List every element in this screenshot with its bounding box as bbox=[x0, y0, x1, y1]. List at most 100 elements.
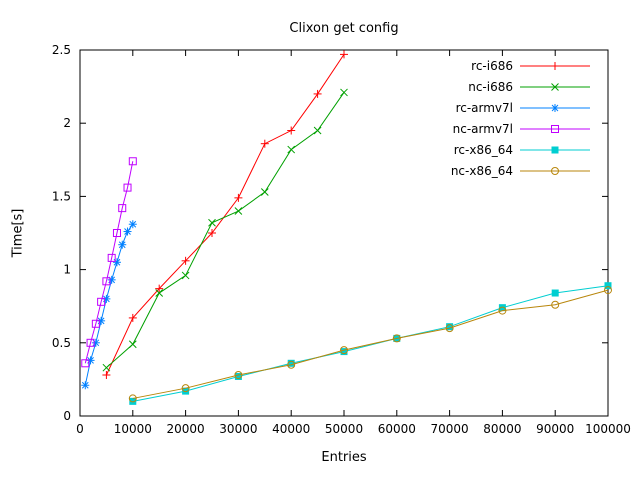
marker-circle-open bbox=[604, 286, 612, 295]
x-axis-label: Entries bbox=[321, 450, 367, 465]
marker-square-open bbox=[97, 297, 106, 306]
marker-cross bbox=[181, 271, 190, 280]
series-nc-i686 bbox=[102, 88, 348, 372]
legend-entry-nc-armv7l: nc-armv7l bbox=[453, 122, 590, 136]
y-axis-label: Time[s] bbox=[10, 208, 26, 258]
marker-square-open bbox=[123, 183, 132, 192]
marker-plus bbox=[260, 139, 269, 148]
plot-border bbox=[79, 49, 609, 417]
series-rc-i686 bbox=[102, 50, 348, 380]
legend-label: nc-x86_64 bbox=[451, 164, 513, 178]
marker-cross bbox=[128, 340, 137, 349]
y-tick-label: 2 bbox=[63, 116, 71, 130]
marker-asterisk bbox=[123, 227, 132, 236]
legend-label: rc-x86_64 bbox=[454, 143, 513, 157]
marker-circle-open bbox=[392, 334, 401, 343]
marker-square-filled bbox=[446, 323, 454, 331]
marker-asterisk bbox=[551, 104, 559, 112]
marker-plus bbox=[234, 193, 243, 202]
marker-square-filled bbox=[551, 146, 559, 154]
marker-square-open bbox=[551, 125, 559, 133]
x-tick-label: 50000 bbox=[325, 422, 363, 436]
legend-label: nc-i686 bbox=[468, 80, 513, 94]
marker-square-filled bbox=[340, 348, 348, 356]
marker-circle-open bbox=[181, 384, 190, 393]
marker-square-filled bbox=[182, 387, 190, 395]
marker-cross bbox=[234, 207, 243, 215]
marker-plus bbox=[287, 126, 296, 135]
series-rc-x86_64 bbox=[129, 282, 612, 405]
marker-asterisk bbox=[118, 240, 127, 249]
marker-circle-open bbox=[498, 306, 507, 315]
marker-plus bbox=[551, 62, 559, 70]
x-tick-label: 90000 bbox=[536, 422, 574, 436]
y-tick-label: 1.5 bbox=[52, 189, 71, 203]
marker-cross bbox=[155, 289, 164, 297]
x-tick-label: 70000 bbox=[431, 422, 469, 436]
chart-title: Clixon get config bbox=[289, 21, 399, 36]
marker-square-open bbox=[128, 157, 137, 166]
series-nc-x86_64 bbox=[128, 286, 612, 403]
legend-label: nc-armv7l bbox=[453, 122, 513, 136]
marker-circle-open bbox=[445, 324, 454, 333]
marker-cross bbox=[551, 83, 559, 91]
x-tick-label: 100000 bbox=[585, 422, 631, 436]
x-tick-label: 10000 bbox=[114, 422, 152, 436]
x-tick-label: 20000 bbox=[167, 422, 205, 436]
series-line-nc-armv7l bbox=[84, 161, 134, 364]
x-tick-label: 30000 bbox=[219, 422, 257, 436]
marker-asterisk bbox=[97, 316, 106, 325]
legend-label: rc-armv7l bbox=[456, 101, 513, 115]
legend-entry-rc-x86_64: rc-x86_64 bbox=[454, 143, 590, 157]
series-line-rc-x86_64 bbox=[132, 285, 609, 402]
x-tick-label: 80000 bbox=[483, 422, 521, 436]
marker-plus bbox=[313, 89, 322, 98]
marker-asterisk bbox=[91, 338, 100, 347]
marker-plus bbox=[208, 229, 216, 237]
legend-entry-nc-i686: nc-i686 bbox=[468, 80, 590, 94]
marker-plus bbox=[181, 256, 190, 265]
marker-cross bbox=[287, 145, 296, 154]
marker-square-filled bbox=[129, 397, 137, 405]
marker-circle-open bbox=[287, 360, 296, 369]
legend: rc-i686 nc-i686 rc-armv7l nc-armv7l rc-x86_6… bbox=[451, 59, 590, 178]
marker-asterisk bbox=[112, 258, 121, 267]
marker-cross bbox=[313, 126, 322, 135]
legend-entry-rc-armv7l: rc-armv7l bbox=[456, 101, 590, 115]
y-axis-ticks: 0 0.5 1 1.5 2 2.5 bbox=[52, 43, 608, 423]
marker-asterisk bbox=[86, 356, 95, 365]
series-line-rc-i686 bbox=[105, 54, 345, 376]
series-nc-armv7l bbox=[81, 157, 137, 368]
marker-plus bbox=[128, 313, 137, 322]
marker-circle-open bbox=[128, 394, 137, 403]
marker-plus bbox=[102, 371, 111, 380]
x-axis-ticks: 0 10000 20000 30000 40000 50000 60000 70000 8000… bbox=[76, 50, 631, 436]
legend-label: rc-i686 bbox=[471, 59, 513, 73]
marker-circle-open bbox=[234, 371, 243, 380]
marker-square-filled bbox=[498, 304, 506, 312]
marker-plus bbox=[155, 284, 164, 293]
marker-cross bbox=[208, 218, 216, 227]
marker-square-open bbox=[91, 319, 100, 328]
marker-square-open bbox=[102, 277, 111, 286]
series-line-nc-x86_64 bbox=[132, 289, 609, 399]
x-tick-label: 60000 bbox=[378, 422, 416, 436]
marker-asterisk bbox=[107, 275, 116, 284]
series-rc-armv7l bbox=[81, 220, 137, 390]
marker-asterisk bbox=[81, 381, 90, 390]
y-tick-label: 0 bbox=[63, 409, 71, 423]
x-tick-label: 40000 bbox=[272, 422, 310, 436]
marker-square-open bbox=[112, 229, 121, 237]
series-line-rc-armv7l bbox=[84, 223, 134, 386]
marker-cross bbox=[102, 363, 111, 372]
legend-entry-rc-i686: rc-i686 bbox=[471, 59, 590, 73]
y-tick-label: 1 bbox=[63, 263, 71, 277]
marker-cross bbox=[340, 88, 348, 97]
y-tick-label: 0.5 bbox=[52, 336, 71, 350]
marker-circle-open bbox=[551, 167, 559, 175]
marker-circle-open bbox=[340, 346, 348, 355]
marker-plus bbox=[340, 50, 348, 59]
x-tick-label: 0 bbox=[76, 422, 84, 436]
